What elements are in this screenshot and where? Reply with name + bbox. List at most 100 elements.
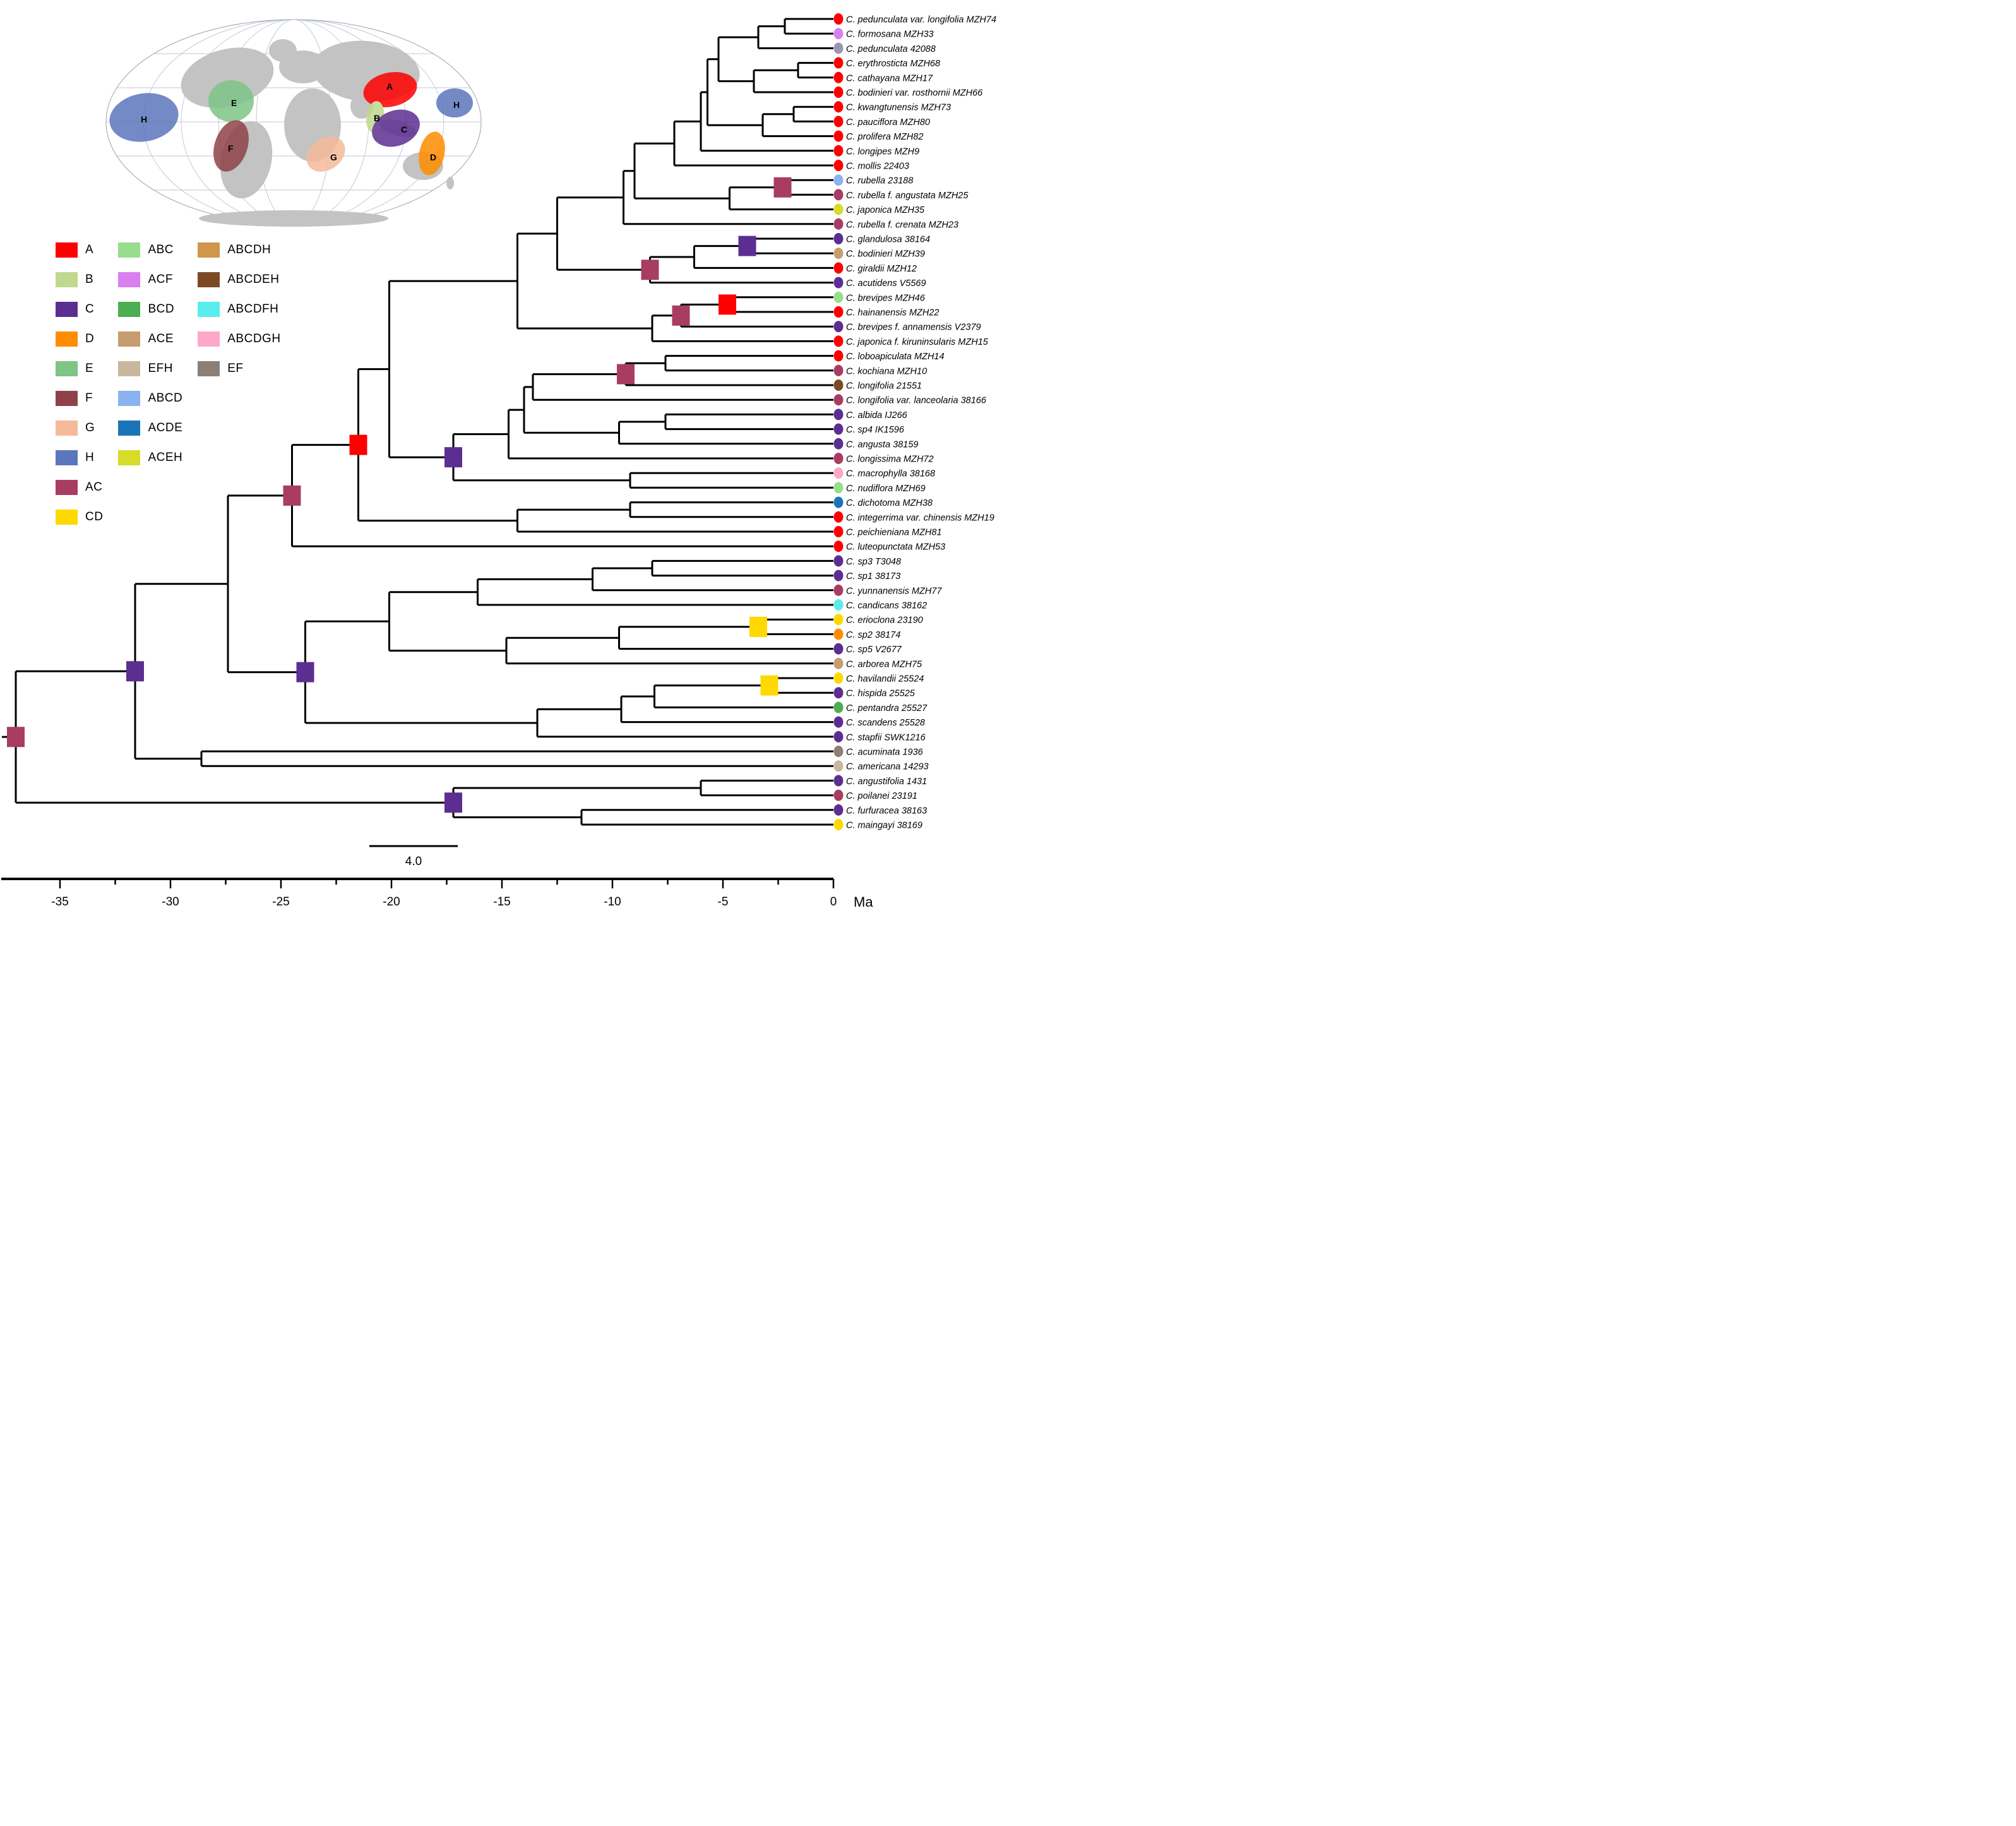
range-legend: A B C D E F G H AC CD ABC ACF BCD ACE EFH ABCD ACDE ACEH A…: [56, 235, 281, 532]
scale-bar: 4.0: [369, 845, 458, 868]
node-range-square-CD: [749, 616, 767, 637]
legend-swatch-F: [56, 390, 78, 406]
legend-swatch-ACF: [118, 272, 141, 287]
tip-circle: [833, 101, 844, 113]
tip-circle: [833, 687, 844, 699]
tip-circle: [833, 145, 844, 157]
legend-item-ABC: ABC: [118, 235, 182, 265]
map-region-H-east: [436, 88, 473, 117]
tip-circle: [833, 540, 844, 552]
tip-label: C. hispida 25525: [846, 689, 916, 699]
legend-label: ACF: [148, 272, 173, 286]
tip-circle: [833, 203, 844, 215]
tip-circle: [833, 57, 844, 69]
tip-circle: [833, 599, 844, 611]
legend-item-ABCDEH: ABCDEH: [198, 265, 280, 294]
node-range-square-AC: [7, 727, 25, 748]
axis-unit-label: Ma: [854, 894, 873, 910]
map-label-B: B: [374, 113, 380, 123]
map-label-A: A: [386, 81, 393, 92]
node-range-square-C: [444, 792, 462, 813]
tip-label: C. scandens 25528: [846, 718, 925, 728]
tip-circle: [833, 804, 844, 816]
legend-label: C: [85, 302, 95, 316]
legend-item-F: F: [56, 383, 103, 413]
tip-label: C. maingayi 38169: [846, 821, 922, 831]
tip-label: C. arborea MZH75: [846, 659, 922, 669]
axis-tick-label: 0: [830, 895, 837, 909]
tip-circle: [833, 672, 844, 684]
tip-circle: [833, 731, 844, 743]
map-label-H: H: [141, 114, 147, 124]
node-range-square-AC: [641, 260, 659, 280]
legend-label: F: [85, 391, 93, 405]
tip-circle: [833, 218, 844, 230]
tip-circle: [833, 453, 844, 464]
ancestral-range-squares: [7, 177, 792, 813]
tip-circle: [833, 789, 844, 801]
tip-label: C. erythrosticta MZH68: [846, 59, 940, 69]
legend-column-2: ABC ACF BCD ACE EFH ABCD ACDE ACEH: [118, 235, 182, 532]
axis-tick-label: -10: [604, 895, 621, 909]
legend-swatch-H: [56, 450, 78, 465]
legend-item-D: D: [56, 324, 103, 354]
legend-swatch-C: [56, 301, 78, 317]
tip-label: C. rubella f. crenata MZH23: [846, 220, 958, 230]
node-range-square-CD: [760, 675, 778, 696]
legend-label: G: [85, 421, 95, 434]
axis-tick-label: -15: [493, 895, 510, 909]
legend-label: EFH: [148, 361, 173, 375]
tip-label: C. loboapiculata MZH14: [846, 352, 945, 362]
tip-circle: [833, 819, 844, 830]
legend-swatch-BCD: [118, 301, 141, 317]
legend-swatch-G: [56, 420, 78, 436]
scale-bar-label: 4.0: [405, 855, 422, 868]
legend-swatch-ABCDH: [198, 242, 220, 258]
legend-item-H: H: [56, 443, 103, 472]
node-range-square-AC: [283, 485, 301, 506]
legend-swatch-ACEH: [118, 450, 141, 465]
tip-circle: [833, 350, 844, 362]
legend-swatch-ABC: [118, 242, 141, 258]
node-range-square-A: [719, 294, 736, 315]
tip-label: C. sp5 V2677: [846, 645, 902, 655]
tip-label: C. dichotoma MZH38: [846, 498, 933, 508]
legend-column-1: A B C D E F G H AC CD: [56, 235, 103, 532]
tip-label: C. pedunculata 42088: [846, 44, 936, 54]
legend-label: ACE: [148, 331, 174, 345]
node-range-square-A: [349, 434, 367, 455]
tip-label: C. sp3 T3048: [846, 557, 901, 567]
tip-circle: [833, 775, 844, 787]
legend-label: D: [85, 331, 95, 345]
tip-circle: [833, 321, 844, 333]
tip-circle: [833, 262, 844, 274]
legend-item-B: B: [56, 265, 103, 294]
tip-circle: [833, 555, 844, 567]
tip-label: C. mollis 22403: [846, 162, 909, 172]
map-region-F: [213, 120, 249, 172]
tip-label: C. havilandii 25524: [846, 674, 924, 684]
tip-label: C. glandulosa 38164: [846, 235, 930, 245]
tip-circle: [833, 42, 844, 54]
tip-label: C. hainanensis MZH22: [846, 308, 939, 318]
tip-label: C. stapfii SWK1216: [846, 732, 926, 743]
tip-label: C. kwangtunensis MZH73: [846, 103, 951, 113]
map-region-C: [372, 109, 420, 147]
map-region-H-west: [109, 93, 179, 142]
map-label-D: D: [430, 152, 436, 162]
tip-circle: [833, 467, 844, 479]
legend-item-ACF: ACF: [118, 265, 182, 294]
tip-label: C. furfuracea 38163: [846, 806, 927, 816]
tip-label: C. acuminata 1936: [846, 748, 924, 758]
tip-label: C. bodinieri MZH39: [846, 249, 925, 260]
legend-label: ACDE: [148, 421, 183, 434]
tip-circle: [833, 174, 844, 186]
legend-label: EF: [227, 361, 244, 375]
node-range-square-C: [444, 447, 462, 468]
legend-item-BCD: BCD: [118, 294, 182, 324]
legend-item-AC: AC: [56, 472, 103, 502]
legend-column-3: ABCDH ABCDEH ABCDFH ABCDGH EF: [198, 235, 280, 532]
tip-label: C. longissima MZH72: [846, 455, 934, 465]
legend-item-A: A: [56, 235, 103, 265]
